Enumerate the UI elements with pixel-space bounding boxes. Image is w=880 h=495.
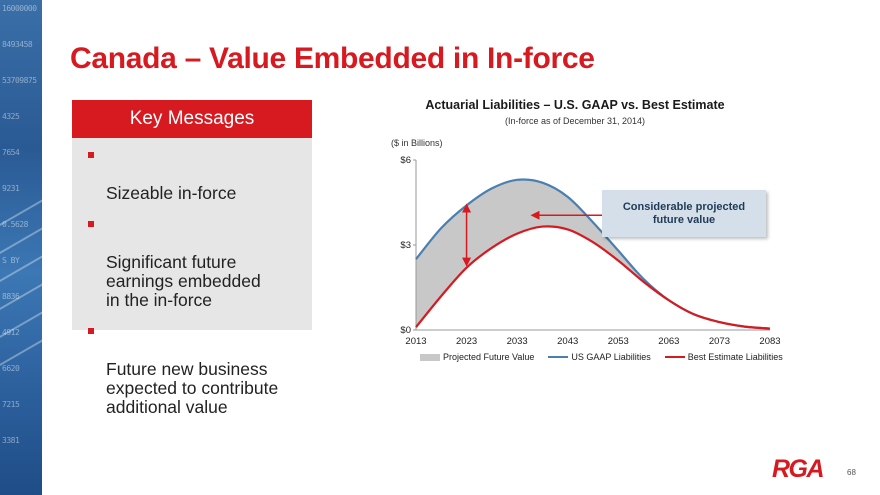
x-tick-label: 2043 xyxy=(557,336,578,347)
y-tick-label: $3 xyxy=(400,240,411,251)
decorative-ticker-text: 0.5628 xyxy=(2,220,28,229)
decorative-ticker-text: 16000000 xyxy=(2,4,37,13)
x-tick-label: 2063 xyxy=(658,336,679,347)
key-message-text: Future new business expected to contribu… xyxy=(106,359,279,417)
decorative-ticker-text: 7215 xyxy=(2,400,20,409)
key-message-item: Sizeable in-force xyxy=(86,146,302,203)
key-message-item: Significant future earnings embedded in … xyxy=(86,215,302,310)
legend-label: Best Estimate Liabilities xyxy=(687,352,783,362)
x-tick-label: 2073 xyxy=(709,336,730,347)
key-message-text: Sizeable in-force xyxy=(106,183,237,203)
decorative-ticker-text: 6620 xyxy=(2,364,20,373)
chart-unit-label: ($ in Billions) xyxy=(391,138,443,148)
chart-subtitle: (In-force as of December 31, 2014) xyxy=(504,116,646,126)
x-tick-label: 2023 xyxy=(456,336,477,347)
legend-swatch-area xyxy=(420,353,440,361)
legend-item-us-gaap: US GAAP Liabilities xyxy=(548,352,651,362)
legend-item-best-estimate: Best Estimate Liabilities xyxy=(664,352,783,362)
y-tick-label: $6 xyxy=(400,155,411,166)
projected-future-value-area xyxy=(416,179,770,329)
chart-title: Actuarial Liabilities – U.S. GAAP vs. Be… xyxy=(425,98,725,112)
decorative-ticker-text: 9231 xyxy=(2,184,20,193)
decorative-streak xyxy=(0,307,42,339)
page-number: 68 xyxy=(847,468,856,477)
x-tick-label: 2013 xyxy=(405,336,426,347)
decorative-side-strip: 16000000 8493458 53709875 4325 7654 9231 0.562… xyxy=(0,0,42,495)
chart-plot: $0 $3 $6 2013 2023 2033 2043 2053 2063 2073 2083 xyxy=(400,155,780,347)
x-tick-label: 2053 xyxy=(608,336,629,347)
square-bullet-icon xyxy=(88,152,94,158)
key-message-text: Significant future earnings embedded in … xyxy=(106,252,261,310)
decorative-ticker-text: 4325 xyxy=(2,112,20,121)
y-tick-label: $0 xyxy=(400,325,411,336)
legend-swatch-line xyxy=(664,356,685,358)
key-message-item: Future new business expected to contribu… xyxy=(86,322,302,417)
decorative-ticker-text: S BY xyxy=(2,256,20,265)
square-bullet-icon xyxy=(88,221,94,227)
chart-legend: Projected Future Value US GAAP Liabiliti… xyxy=(420,352,797,362)
legend-label: US GAAP Liabilities xyxy=(571,352,651,362)
square-bullet-icon xyxy=(88,328,94,334)
decorative-ticker-text: 53709875 xyxy=(2,76,37,85)
key-messages-header: Key Messages xyxy=(72,100,312,138)
decorative-ticker-text: 8836 xyxy=(2,292,20,301)
decorative-ticker-text: 3381 xyxy=(2,436,20,445)
legend-swatch-line xyxy=(548,356,569,358)
callout-box: Considerable projected future value xyxy=(602,190,766,237)
rga-logo: RGA xyxy=(772,455,825,483)
slide-title: Canada – Value Embedded in In-force xyxy=(70,42,595,75)
decorative-ticker-text: 4912 xyxy=(2,328,20,337)
decorative-ticker-text: 7654 xyxy=(2,148,20,157)
x-tick-label: 2083 xyxy=(759,336,780,347)
legend-item-projected-future-value: Projected Future Value xyxy=(420,352,534,362)
legend-label: Projected Future Value xyxy=(443,352,535,362)
decorative-streak xyxy=(0,335,42,367)
key-messages-panel: Key Messages Sizeable in-force Significa… xyxy=(72,100,312,417)
decorative-ticker-text: 8493458 xyxy=(2,40,33,49)
key-messages-list: Sizeable in-force Significant future ear… xyxy=(72,138,312,417)
best-estimate-liabilities-line xyxy=(415,225,771,330)
x-tick-label: 2033 xyxy=(507,336,528,347)
